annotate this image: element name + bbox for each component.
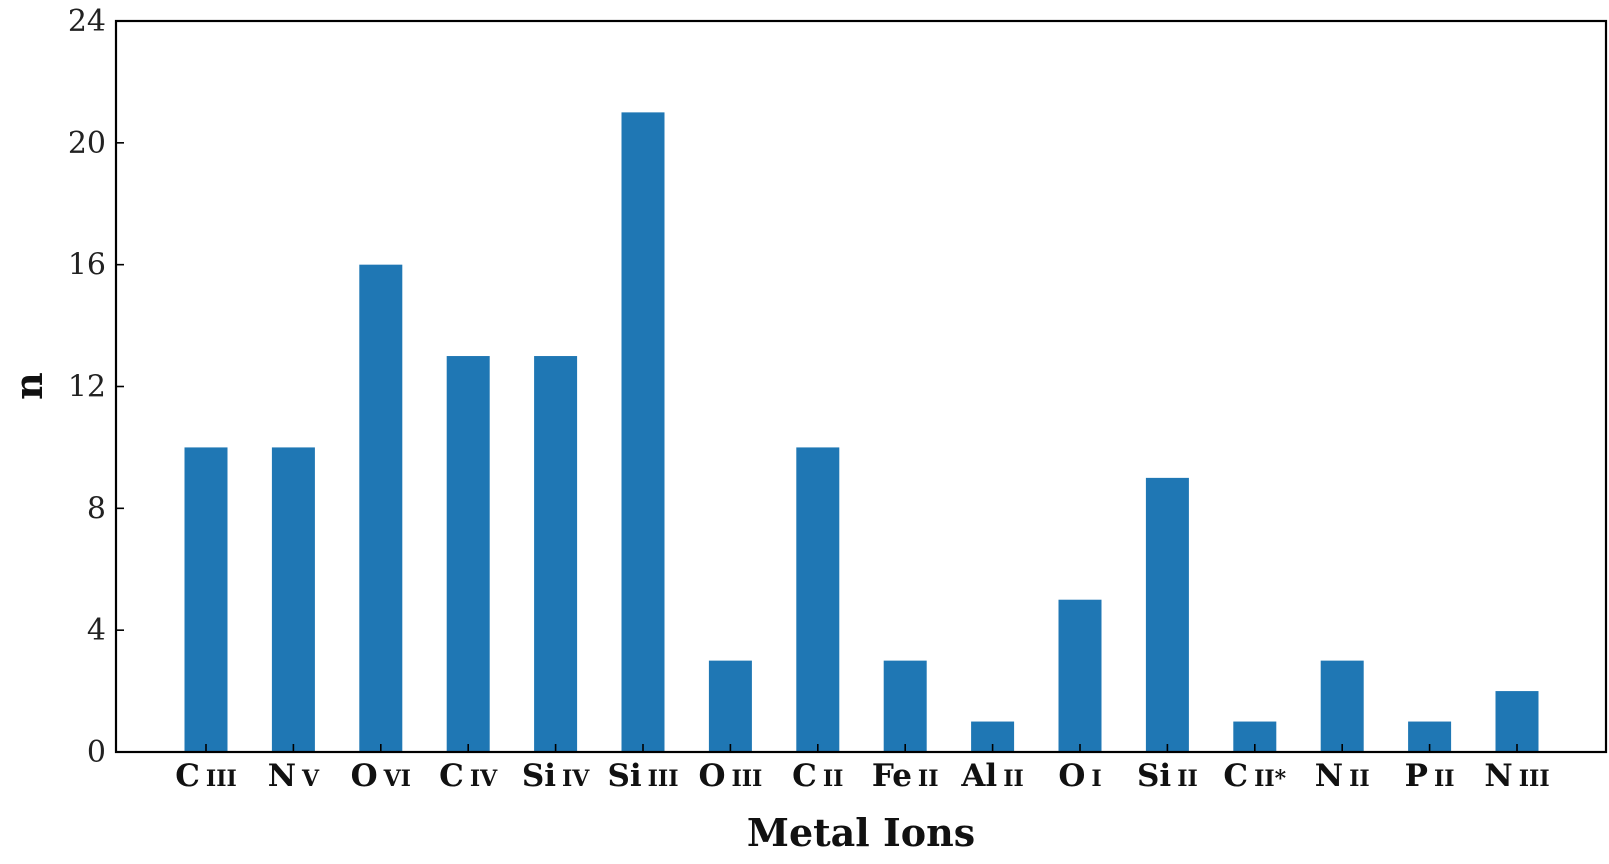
x-tick-label: C IV	[439, 758, 498, 794]
x-tick-label: C II	[792, 758, 843, 794]
bar-15	[1495, 691, 1539, 752]
x-tick-label: O VI	[351, 758, 411, 794]
x-tick-label: C II*	[1223, 758, 1286, 794]
bar-10	[1058, 599, 1102, 752]
bar-7	[796, 447, 840, 752]
y-tick-label: 24	[68, 4, 106, 39]
x-axis-ticks: C III N V O VI C IV Si IV Si III O III C II Fe II Al II O I Si…	[175, 744, 1550, 794]
plot-frame	[114, 19, 1608, 754]
bar-13	[1320, 660, 1364, 752]
x-tick-label: Si II	[1137, 758, 1198, 794]
bar-2	[359, 264, 403, 752]
y-tick-label: 16	[68, 248, 106, 283]
bar-4	[534, 356, 578, 752]
x-tick-label: N III	[1484, 758, 1549, 794]
x-tick-label: C III	[175, 758, 237, 794]
bar-11	[1145, 477, 1189, 752]
x-tick-label: Al II	[960, 758, 1023, 794]
y-tick-label: 20	[68, 126, 106, 161]
x-tick-label: O III	[698, 758, 762, 794]
x-tick-label: Si III	[607, 758, 678, 794]
bars-group	[184, 112, 1539, 752]
bar-5	[621, 112, 665, 752]
y-tick-label: 0	[87, 735, 106, 770]
y-axis-ticks: 0 4 8 12 16 20 24	[68, 4, 124, 770]
x-tick-label: P II	[1405, 758, 1455, 794]
y-tick-label: 4	[87, 613, 106, 648]
y-tick-label: 12	[68, 370, 106, 405]
x-tick-label: N II	[1315, 758, 1370, 794]
y-axis-label: n	[6, 372, 51, 400]
bar-0	[184, 447, 228, 752]
bar-6	[708, 660, 752, 752]
x-axis-label: Metal Ions	[747, 810, 975, 855]
x-tick-label: Fe II	[872, 758, 939, 794]
x-tick-label: Si IV	[522, 758, 590, 794]
bar-3	[446, 356, 490, 752]
bar-8	[883, 660, 927, 752]
y-tick-label: 8	[87, 491, 106, 526]
bar-1	[271, 447, 315, 752]
